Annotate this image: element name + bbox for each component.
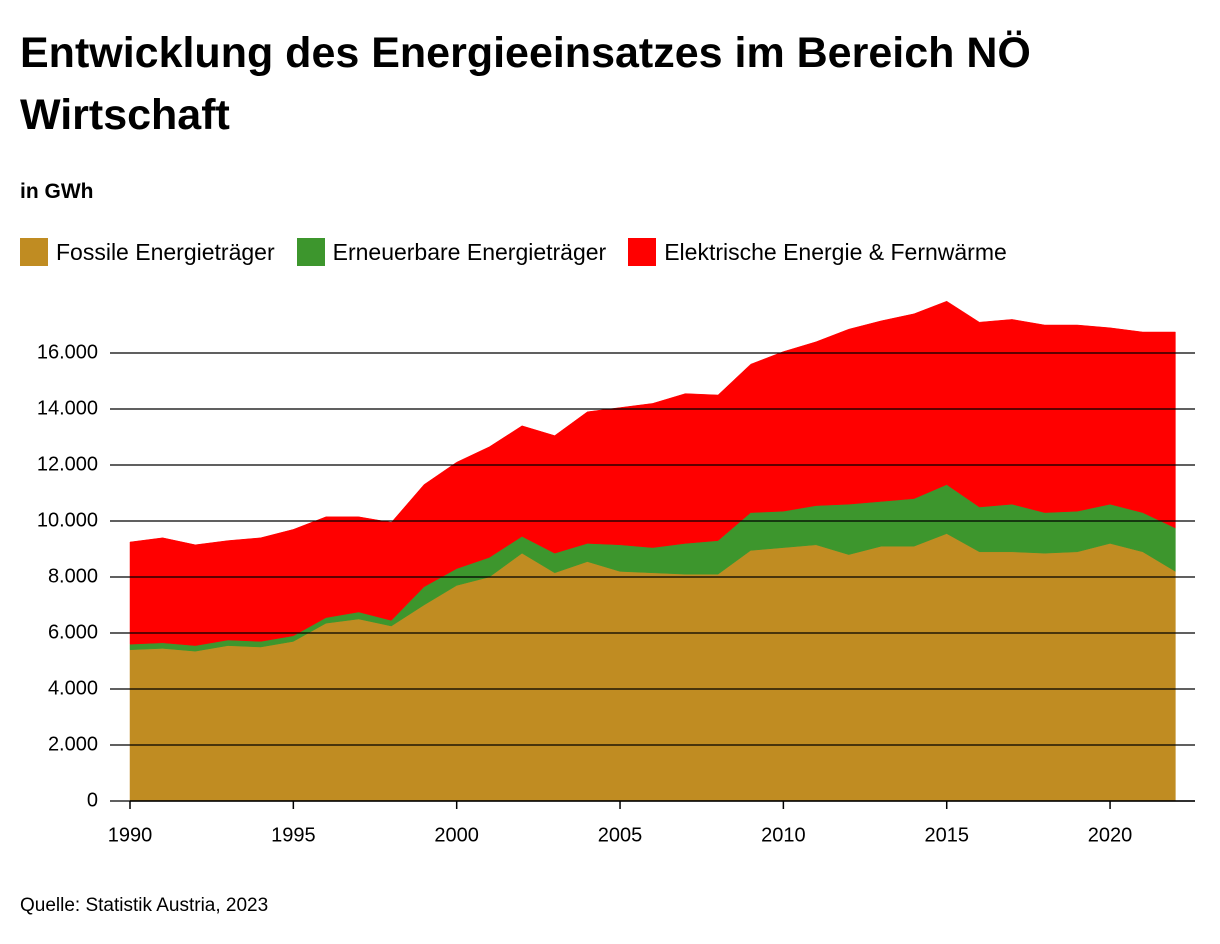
- chart-title: Entwicklung des Energieeinsatzes im Bere…: [20, 29, 1031, 139]
- y-tick-label: 8.000: [48, 565, 98, 587]
- legend-item: Erneuerbare Energieträger: [296, 238, 607, 266]
- legend-swatch: [296, 238, 325, 266]
- y-tick-label: 10.000: [37, 509, 98, 531]
- legend-swatch: [628, 238, 657, 266]
- x-tick-label: 2005: [598, 824, 643, 846]
- y-tick-label: 16.000: [37, 341, 98, 363]
- y-tick-label: 6.000: [48, 621, 98, 643]
- legend-swatch: [20, 238, 48, 266]
- x-tick-label: 2010: [761, 824, 806, 846]
- x-tick-label: 2020: [1088, 824, 1133, 846]
- legend-item: Elektrische Energie & Fernwärme: [628, 238, 1007, 266]
- legend-item: Fossile Energieträger: [20, 238, 275, 266]
- source: Quelle: Statistik Austria, 2023: [20, 895, 269, 916]
- x-tick-label: 2015: [924, 824, 969, 846]
- legend: Fossile Energieträger Erneuerbare Energie…: [20, 238, 1007, 266]
- legend-label: Fossile Energieträger: [56, 238, 275, 265]
- subtitle: in GWh: [20, 180, 94, 203]
- y-tick-label: 2.000: [48, 733, 98, 755]
- x-tick-label: 2000: [434, 824, 479, 846]
- y-tick-label: 4.000: [48, 677, 98, 699]
- x-tick-label: 1995: [271, 824, 316, 846]
- y-tick-label: 14.000: [37, 397, 98, 419]
- legend-label: Erneuerbare Energieträger: [332, 238, 607, 265]
- area: [129, 300, 1176, 646]
- legend-label: Elektrische Energie & Fernwärme: [664, 238, 1007, 265]
- y-tick-label: 12.000: [37, 453, 98, 475]
- y-tick-label: 0: [87, 789, 98, 811]
- x-tick-label: 1990: [108, 824, 153, 846]
